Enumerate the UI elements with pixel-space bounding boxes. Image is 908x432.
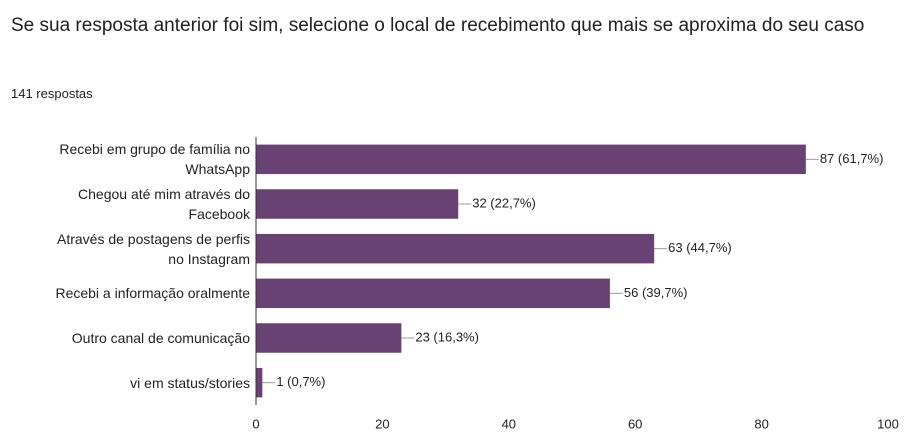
- subtitle: 141 respostas: [11, 86, 93, 101]
- category-label: vi em status/stories: [130, 374, 250, 391]
- value-label: 1 (0,7%): [276, 374, 325, 389]
- category-label: Outro canal de comunicação: [71, 330, 250, 346]
- value-label: 32 (22,7%): [472, 195, 536, 210]
- value-label: 87 (61,7%): [820, 151, 884, 166]
- bar: [256, 367, 263, 398]
- bar: [256, 278, 610, 309]
- category-label: Através de postagens de perfis no Instag…: [56, 230, 250, 267]
- bar: [256, 144, 806, 175]
- x-tick-label: 0: [252, 416, 259, 431]
- bar: [256, 323, 402, 353]
- category-label: Recebi em grupo de família no WhatsApp: [59, 141, 250, 178]
- value-label: 63 (44,7%): [668, 240, 732, 255]
- category-label: Recebi a informação oralmente: [55, 285, 250, 302]
- x-tick-label: 60: [628, 416, 642, 431]
- category-label: Chegou até mim através do Facebook: [78, 186, 250, 222]
- x-tick-label: 80: [754, 416, 768, 431]
- x-tick-label: 100: [877, 416, 899, 431]
- bar: [256, 233, 655, 264]
- chart-title: Se sua resposta anterior foi sim, seleci…: [11, 15, 865, 36]
- value-label: 23 (16,3%): [415, 329, 479, 344]
- x-tick-label: 40: [502, 416, 516, 431]
- bar: [256, 189, 459, 219]
- value-label: 56 (39,7%): [624, 285, 688, 300]
- x-tick-label: 20: [375, 416, 389, 431]
